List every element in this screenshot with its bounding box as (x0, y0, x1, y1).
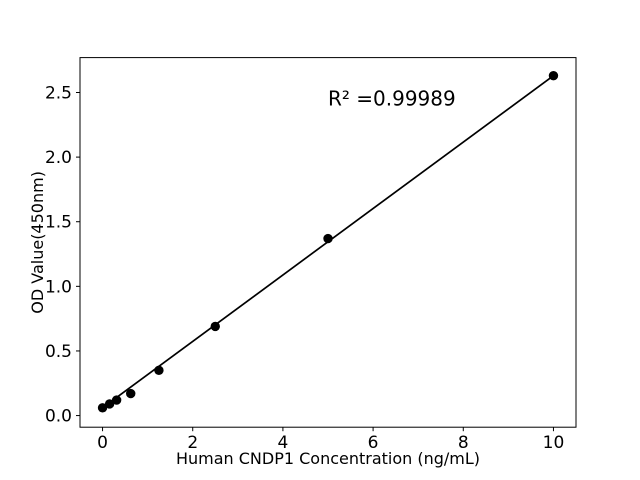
y-tick-label: 0.0 (45, 407, 72, 427)
x-axis-label: Human CNDP1 Concentration (ng/mL) (176, 449, 480, 468)
y-tick-label: 1.0 (45, 277, 72, 297)
x-tick-label: 4 (277, 433, 288, 453)
y-axis-label: OD Value(450nm) (28, 171, 47, 314)
data-point (154, 365, 164, 376)
x-tick-label: 8 (458, 433, 469, 453)
y-tick-label: 0.5 (45, 342, 72, 362)
axes-frame (79, 57, 577, 428)
data-point (548, 70, 559, 81)
data-point (323, 233, 333, 244)
data-point (126, 388, 136, 399)
data-point (97, 403, 108, 413)
y-tick-label: 1.5 (45, 213, 72, 233)
data-point (111, 395, 122, 405)
x-tick-label: 10 (543, 433, 565, 453)
x-tick-label: 6 (368, 433, 379, 453)
y-tick-label: 2.5 (45, 83, 72, 103)
y-tick-label: 2.0 (45, 148, 72, 168)
x-tick-label: 0 (97, 433, 108, 453)
r-squared-annotation: R² =0.99989 (328, 86, 456, 110)
data-point (104, 399, 115, 409)
data-point (210, 321, 220, 332)
x-tick-label: 2 (187, 433, 198, 453)
